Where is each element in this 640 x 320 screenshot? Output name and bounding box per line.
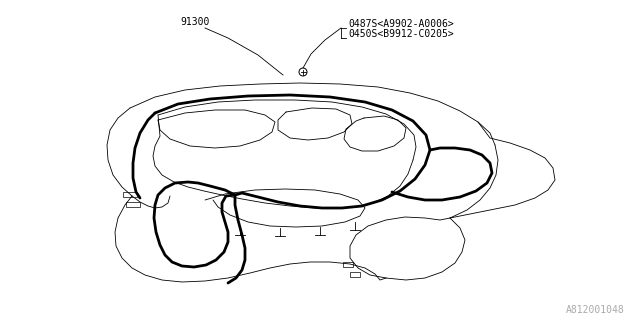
- Text: 0487S<A9902-A0006>: 0487S<A9902-A0006>: [348, 19, 454, 29]
- Text: 91300: 91300: [180, 17, 210, 27]
- Text: 0450S<B9912-C0205>: 0450S<B9912-C0205>: [348, 29, 454, 39]
- Bar: [343, 262, 353, 267]
- Text: A812001048: A812001048: [566, 305, 625, 315]
- Bar: [123, 192, 137, 197]
- Bar: [350, 272, 360, 277]
- Bar: [126, 202, 140, 207]
